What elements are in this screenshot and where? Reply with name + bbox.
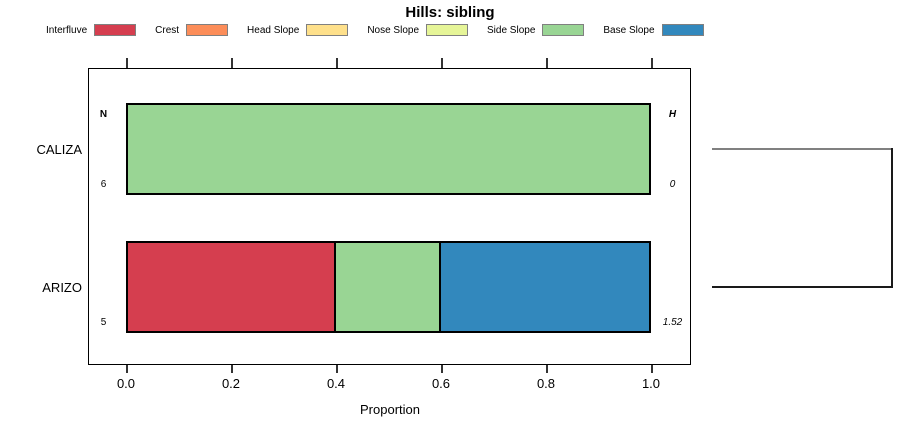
- x-tick-bottom: [651, 365, 653, 373]
- x-tick-label: 0.0: [116, 376, 136, 391]
- h-value-caliza: 0: [669, 179, 676, 190]
- bar-segment-interfluve: [126, 241, 336, 333]
- head-slope-swatch: [306, 24, 349, 36]
- x-tick-label: 0.4: [326, 376, 346, 391]
- interfluve-swatch: [94, 24, 137, 36]
- chart-title: Hills: sibling: [405, 4, 495, 21]
- legend-item-base-slope: Base Slope: [603, 24, 704, 36]
- legend-item-crest: Crest: [155, 24, 229, 36]
- stacked-bar-arizo: [126, 241, 651, 333]
- x-tick-bottom: [336, 365, 338, 373]
- h-value-arizo: 1.52: [662, 317, 683, 328]
- h-column-header: H: [668, 109, 677, 120]
- x-tick-top: [126, 58, 128, 68]
- legend: Interfluve Crest Head Slope Nose Slope Side …: [46, 23, 704, 37]
- bar-segment-side-slope: [336, 241, 441, 333]
- legend-item-interfluve: Interfluve: [46, 24, 137, 36]
- legend-label: Interfluve: [46, 24, 88, 36]
- dendrogram-branch-bottom: [712, 286, 893, 288]
- n-value-arizo: 5: [100, 317, 107, 328]
- legend-item-side-slope: Side Slope: [487, 24, 585, 36]
- dendrogram-join: [891, 148, 893, 288]
- legend-label: Side Slope: [487, 24, 536, 36]
- x-tick-label: 0.2: [221, 376, 241, 391]
- legend-label: Nose Slope: [367, 24, 420, 36]
- x-tick-bottom: [126, 365, 128, 373]
- x-tick-label: 0.8: [536, 376, 556, 391]
- x-tick-top: [441, 58, 443, 68]
- crest-swatch: [186, 24, 229, 36]
- legend-label: Head Slope: [247, 24, 300, 36]
- nose-slope-swatch: [426, 24, 469, 36]
- dendrogram-branch-top: [712, 148, 893, 150]
- stacked-bar-caliza: [126, 103, 651, 195]
- x-tick-label: 1.0: [641, 376, 661, 391]
- legend-label: Crest: [155, 24, 180, 36]
- x-tick-top: [651, 58, 653, 68]
- x-tick-label: 0.6: [431, 376, 451, 391]
- bar-segment-base-slope: [441, 241, 651, 333]
- x-tick-bottom: [441, 365, 443, 373]
- x-axis-title: Proportion: [360, 402, 420, 417]
- legend-item-head-slope: Head Slope: [247, 24, 349, 36]
- base-slope-swatch: [661, 24, 704, 36]
- side-slope-swatch: [542, 24, 585, 36]
- x-tick-bottom: [231, 365, 233, 373]
- x-tick-top: [546, 58, 548, 68]
- row-label-arizo: ARIZO: [42, 280, 82, 295]
- row-label-caliza: CALIZA: [36, 142, 82, 157]
- x-tick-top: [231, 58, 233, 68]
- x-tick-bottom: [546, 365, 548, 373]
- legend-item-nose-slope: Nose Slope: [367, 24, 469, 36]
- n-value-caliza: 6: [100, 179, 107, 190]
- n-column-header: N: [99, 109, 108, 120]
- legend-label: Base Slope: [603, 24, 655, 36]
- bar-segment-side-slope: [126, 103, 651, 195]
- x-tick-top: [336, 58, 338, 68]
